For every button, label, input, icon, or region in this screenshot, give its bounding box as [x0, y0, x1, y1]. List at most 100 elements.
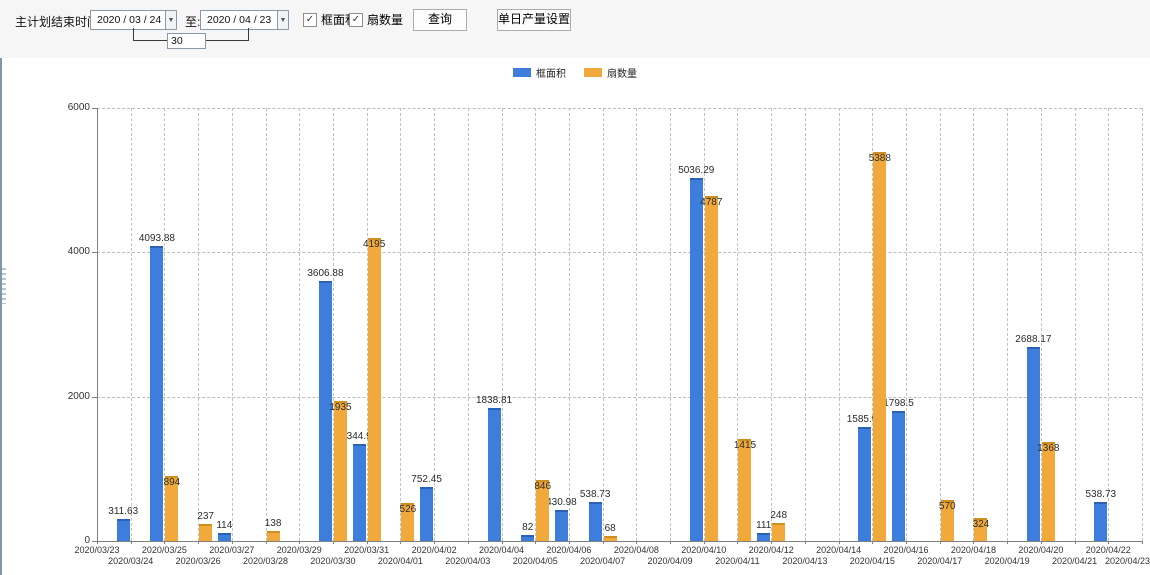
gridline-y-2000	[97, 396, 1142, 398]
fan-count-bar-label-2020/04/05: 846	[534, 481, 552, 492]
gridline-x-2020/03/28	[265, 108, 267, 541]
frame-area-bar-2020/04/20	[1026, 347, 1040, 541]
frame-area-bar-label-2020/04/15: 1585.96	[846, 414, 883, 425]
gridline-x-2020/04/02	[434, 108, 436, 541]
gridline-x-2020/04/21	[1074, 108, 1076, 541]
gridline-x-2020/03/30	[332, 108, 334, 541]
gridline-x-2020/04/20	[1040, 108, 1042, 541]
gridline-x-2020/03/26	[198, 108, 200, 541]
x-label-2020/04/09: 2020/04/09	[647, 556, 693, 566]
gridline-x-2020/04/12	[771, 108, 773, 541]
query-button[interactable]: 查询	[413, 9, 467, 31]
frame-area-bar-label-2020/04/22: 538.73	[1085, 489, 1117, 500]
x-label-2020/04/08: 2020/04/08	[613, 545, 659, 555]
start-date-picker[interactable]: ▼	[90, 10, 177, 30]
x-axis-tick	[1040, 541, 1042, 544]
x-axis-tick	[771, 541, 773, 544]
x-label-2020/04/03: 2020/04/03	[445, 556, 491, 566]
chart-legend: 框面积 扇数量	[0, 65, 1150, 80]
legend-label: 框面积	[536, 69, 566, 80]
span-days-input[interactable]	[167, 33, 206, 49]
frame-area-bar-2020/03/30	[318, 281, 332, 541]
end-date-value[interactable]	[201, 11, 277, 29]
gridline-x-2020/04/08	[636, 108, 638, 541]
frame-area-bar-label-2020/03/31: 1344.95	[341, 431, 378, 442]
gridline-y-6000	[97, 108, 1142, 109]
y-label-4000: 4000	[67, 246, 90, 258]
frame-area-bar-label-2020/03/27: 114	[216, 520, 233, 531]
start-date-dropdown-icon[interactable]: ▼	[165, 11, 176, 29]
checkbox-fan-count[interactable]: ✓ 扇数量	[349, 11, 403, 28]
x-label-2020/03/23: 2020/03/23	[74, 545, 120, 555]
legend-item-frame-area: 框面积	[513, 65, 566, 80]
x-label-2020/03/27: 2020/03/27	[209, 545, 255, 555]
fan-count-bar-2020/04/10	[704, 196, 718, 541]
frame-area-bar-label-2020/04/05: 82	[522, 522, 534, 533]
to-label: 至:	[185, 15, 201, 29]
fan-count-bar-2020/03/30	[333, 401, 347, 541]
frame-area-bar-2020/04/10	[689, 178, 703, 541]
gridline-x-2020/04/09	[670, 108, 672, 541]
gridline-x-2020/04/15	[872, 108, 874, 541]
fan-count-bar-2020/04/18	[974, 518, 988, 541]
x-axis-tick	[602, 541, 604, 544]
checkbox-frame-area[interactable]: ✓ 框面积	[303, 11, 357, 28]
x-label-2020/04/06: 2020/04/06	[546, 545, 592, 555]
frame-area-bar-label-2020/04/02: 752.45	[411, 474, 442, 485]
frame-area-bar-2020/03/27	[217, 533, 231, 541]
fan-count-bar-label-2020/04/15: 5388	[868, 153, 891, 164]
fan-count-bar-2020/04/05	[536, 480, 550, 541]
fan-count-bar-label-2020/03/31: 4195	[363, 239, 386, 250]
fan-count-bar-2020/04/12	[772, 523, 786, 541]
legend-swatch-icon	[513, 68, 531, 77]
x-axis-tick	[703, 541, 705, 544]
frame-area-bar-2020/03/24	[116, 519, 130, 541]
frame-area-bar-2020/04/15	[858, 427, 872, 541]
y-axis-tick	[92, 541, 97, 542]
gridline-x-2020/03/29	[299, 108, 301, 541]
frame-area-bar-2020/04/12	[757, 533, 771, 541]
x-axis-tick	[568, 541, 570, 544]
fan-count-bar-label-2020/04/07: 68	[604, 523, 616, 534]
checkbox-fan-count-label: 扇数量	[367, 13, 404, 27]
x-axis-tick	[366, 541, 368, 544]
left-panel-edge	[0, 0, 2, 575]
x-label-2020/04/18: 2020/04/18	[950, 545, 996, 555]
x-label-2020/04/14: 2020/04/14	[816, 545, 862, 555]
y-axis-line	[97, 108, 98, 541]
gridline-x-2020/04/23	[1142, 108, 1143, 541]
x-label-2020/04/01: 2020/04/01	[377, 556, 423, 566]
connector-line	[248, 28, 249, 40]
legend-swatch-icon	[584, 68, 602, 77]
x-axis-tick	[636, 541, 638, 544]
x-label-2020/04/07: 2020/04/07	[580, 556, 626, 566]
x-label-2020/04/05: 2020/04/05	[512, 556, 558, 566]
daily-output-settings-button[interactable]: 单日产量设置	[497, 9, 571, 31]
fan-count-bar-label-2020/03/26: 237	[197, 511, 214, 522]
x-axis-tick	[164, 541, 166, 544]
gridline-x-2020/04/16	[906, 108, 908, 541]
gridline-x-2020/04/11	[737, 108, 739, 541]
frame-area-bar-label-2020/03/30: 3606.88	[307, 268, 344, 279]
x-axis-tick	[973, 541, 975, 544]
x-label-2020/04/04: 2020/04/04	[478, 545, 525, 555]
x-label-2020/03/31: 2020/03/31	[344, 545, 390, 555]
x-label-2020/04/11: 2020/04/11	[715, 556, 760, 566]
frame-area-bar-label-2020/04/20: 2688.17	[1015, 334, 1052, 345]
gridline-x-2020/04/13	[804, 108, 806, 541]
end-date-dropdown-icon[interactable]: ▼	[277, 11, 288, 29]
frame-area-bar-2020/04/07	[588, 502, 602, 541]
checkbox-checked-icon[interactable]: ✓	[349, 12, 363, 27]
x-label-2020/04/10: 2020/04/10	[681, 545, 727, 555]
gridline-x-2020/04/01	[400, 108, 402, 541]
gridline-x-2020/04/05	[535, 108, 537, 541]
end-date-picker[interactable]: ▼	[200, 10, 289, 30]
start-date-value[interactable]	[91, 11, 165, 29]
y-label-0: 0	[84, 535, 90, 546]
gridline-x-2020/03/24	[130, 108, 132, 541]
x-axis-tick	[1007, 541, 1009, 544]
gridline-x-2020/04/22	[1108, 108, 1110, 541]
checkbox-checked-icon[interactable]: ✓	[303, 12, 317, 27]
panel-splitter-grip[interactable]	[2, 268, 6, 304]
